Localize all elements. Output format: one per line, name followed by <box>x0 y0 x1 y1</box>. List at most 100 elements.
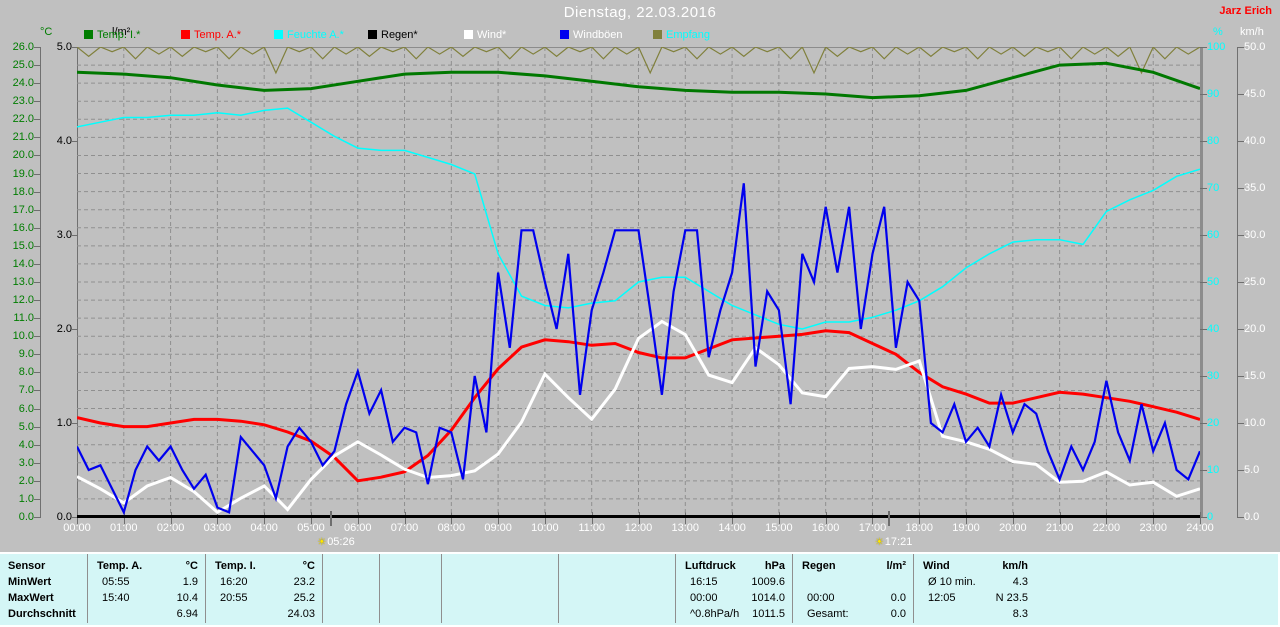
y-axis-rain-tick-label: 5.0 <box>56 41 72 53</box>
table-col-name: Temp. A. <box>97 560 143 572</box>
right-axis-unit-humidity: % <box>1213 26 1223 38</box>
left-axis-unit-celsius: °C <box>40 26 53 38</box>
table-cell-value: 1014.0 <box>751 592 785 604</box>
y-axis-celsius-tickmark <box>34 263 41 265</box>
y-axis-windspeed-tick-label: 15.0 <box>1244 370 1266 382</box>
table-col-unit: °C <box>185 560 198 572</box>
y-axis-celsius-tickmark <box>34 517 41 518</box>
legend-swatch-icon <box>464 30 473 39</box>
y-axis-humidity-tickmark <box>1200 376 1207 377</box>
legend-swatch-icon <box>653 30 662 39</box>
table-col-unit: °C <box>302 560 315 572</box>
y-axis-celsius-tick-label: 6.0 <box>18 402 34 415</box>
table-col-unit: km/h <box>1002 560 1028 572</box>
y-axis-windspeed-tick-label: 45.0 <box>1244 88 1266 100</box>
table-column-empty <box>322 554 380 623</box>
y-axis-rain-tick-label: 3.0 <box>56 229 72 241</box>
y-axis-windspeed-tickmark <box>1237 235 1244 236</box>
y-axis-humidity-tickmark <box>1200 470 1207 471</box>
y-axis-celsius-tick-label: 22.0 <box>12 113 34 126</box>
y-axis-celsius-tick-label: 19.0 <box>12 167 34 180</box>
table-cell-time: 12:05 <box>928 592 956 604</box>
y-axis-windspeed-tick-label: 5.0 <box>1244 464 1260 476</box>
table-cell-value: 4.3 <box>1012 576 1028 588</box>
y-axis-celsius-tick-label: 5.0 <box>18 420 34 433</box>
table-column-temp-a-: Temp. A. °C 05:55 1.9 15:40 10.4 6.94 <box>87 554 206 623</box>
table-column-regen: Regen l/m² 00:00 0.0 Gesamt: 0.0 <box>792 554 914 623</box>
y-axis-humidity-tickmark <box>1200 423 1207 424</box>
table-column-empty <box>558 554 676 623</box>
y-axis-celsius-tickmark <box>34 245 41 247</box>
y-axis-humidity-tick-label: 10 <box>1207 464 1220 476</box>
y-axis-celsius-tickmark <box>34 480 41 482</box>
y-axis-windspeed-tickmark <box>1237 376 1244 377</box>
table-column-empty <box>379 554 442 623</box>
y-axis-celsius-tickmark <box>34 390 41 392</box>
series-line-windboeen <box>77 183 1200 516</box>
y-axis-rain-tick-label: 0.0 <box>56 511 72 523</box>
sunset-tickmark <box>887 511 890 526</box>
x-axis-tick-label: 24:00 <box>1186 522 1214 534</box>
y-axis-celsius-tickmark <box>34 173 41 175</box>
y-axis-celsius-tickmark <box>34 83 41 85</box>
table-cell-time: 20:55 <box>220 592 248 604</box>
legend-label: Regen* <box>381 29 418 41</box>
table-cell-value: 1009.6 <box>751 576 785 588</box>
x-axis-tick-label: 00:00 <box>63 522 91 534</box>
y-axis-celsius-tick-label: 15.0 <box>12 239 34 252</box>
y-axis-celsius-tick-label: 25.0 <box>12 59 34 72</box>
legend-swatch-icon <box>84 30 93 39</box>
y-axis-celsius-tick-label: 0.0 <box>18 511 34 523</box>
table-col-name: Temp. I. <box>215 560 256 572</box>
table-cell-value: 8.3 <box>1012 608 1028 620</box>
y-axis-celsius-tick-label: 8.0 <box>18 366 34 379</box>
series-line-feuchte_a <box>77 107 1200 330</box>
table-column-wind: Wind km/h Ø 10 min. 4.3 12:05 N 23.5 8.3 <box>913 554 1036 623</box>
y-axis-rain-tickmark <box>71 329 78 330</box>
sunrise-icon: ☀ <box>317 537 327 548</box>
y-axis-celsius-tick-label: 1.0 <box>18 492 34 505</box>
x-axis-tick-label: 05:00 <box>297 522 325 534</box>
sunrise-tickmark <box>330 511 333 526</box>
y-axis-humidity-tick-label: 40 <box>1207 323 1220 335</box>
y-axis-celsius-tickmark <box>34 119 41 121</box>
chart-plot[interactable] <box>77 47 1200 519</box>
y-axis-celsius-tickmark <box>34 336 41 338</box>
y-axis-windspeed-tick-label: 30.0 <box>1244 229 1266 241</box>
table-cell-value: 0.0 <box>890 592 906 604</box>
legend-label: Temp. I.* <box>97 29 141 41</box>
x-axis-tick-label: 04:00 <box>250 522 278 534</box>
legend-swatch-icon <box>274 30 283 39</box>
y-axis-windspeed-tickmark <box>1237 517 1244 518</box>
y-axis-humidity-tick-label: 20 <box>1207 417 1220 429</box>
y-axis-windspeed-tick-label: 35.0 <box>1244 182 1266 194</box>
right-axis-unit-wind: km/h <box>1240 26 1264 38</box>
summary-table: Sensor MinWert MaxWert Durchschnitt Temp. A.… <box>0 552 1280 627</box>
legend-label: Wind* <box>477 29 507 41</box>
y-axis-rain-tickmark <box>71 235 78 236</box>
y-axis-humidity-tickmark <box>1200 141 1207 142</box>
station-name: Jarz Erich <box>1219 5 1272 17</box>
x-axis-tick-label: 22:00 <box>1092 522 1121 534</box>
x-axis-tick-label: 21:00 <box>1045 522 1074 534</box>
table-cell-time: 00:00 <box>807 592 835 604</box>
y-axis-celsius-tick-label: 26.0 <box>12 41 34 53</box>
y-axis-celsius-tickmark <box>34 137 41 139</box>
y-axis-windspeed-tick-label: 50.0 <box>1244 41 1266 53</box>
y-axis-humidity-tickmark <box>1200 47 1207 48</box>
y-axis-windspeed-tickmark <box>1237 423 1244 424</box>
y-axis-celsius-tick-label: 20.0 <box>12 149 34 162</box>
legend-item-wind-: Wind* <box>464 30 506 42</box>
x-axis-tick-label: 13:00 <box>671 522 700 534</box>
y-axis-celsius-tick-label: 14.0 <box>12 257 34 270</box>
legend-item-temp-i-: Temp. I.* <box>84 30 140 42</box>
series-line-temp_a <box>77 329 1200 483</box>
table-cell-value: N 23.5 <box>995 592 1028 604</box>
y-axis-rain-tickmark <box>71 423 78 424</box>
x-axis-tick-label: 09:00 <box>484 522 512 534</box>
legend-label: Windböen <box>573 29 623 41</box>
table-col-name: Luftdruck <box>685 560 736 572</box>
y-axis-celsius-tickmark <box>34 426 41 428</box>
y-axis-windspeed-tickmark <box>1237 282 1244 283</box>
table-cell-time: 15:40 <box>102 592 130 604</box>
